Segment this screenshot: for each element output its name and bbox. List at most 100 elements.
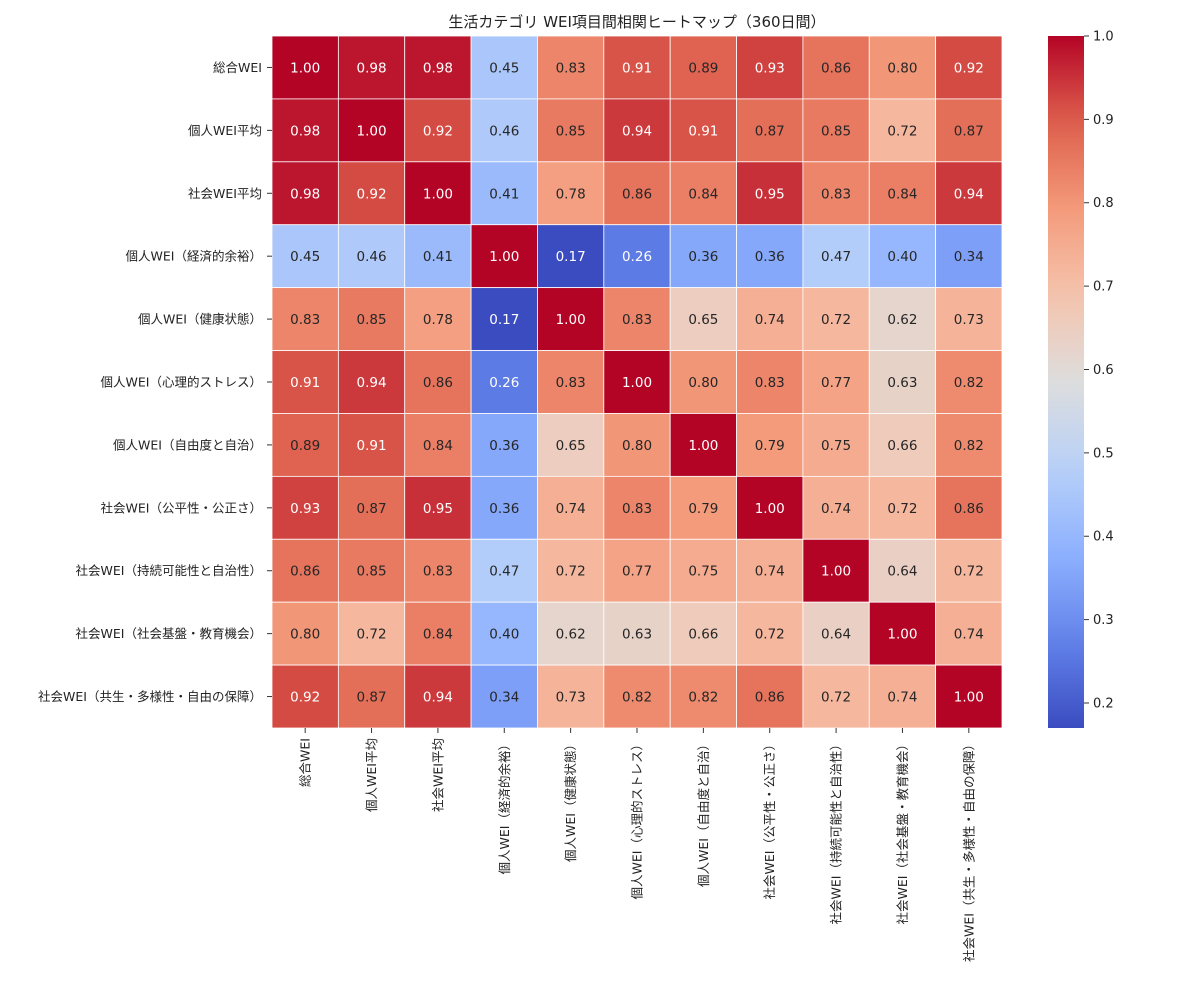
heatmap-cell (537, 601, 605, 666)
heatmap-cell (271, 601, 339, 666)
heatmap-cell (802, 601, 870, 666)
heatmap-cell-label: 0.74 (755, 312, 785, 328)
heatmap-cell-label: 0.34 (954, 249, 984, 265)
heatmap-cell (337, 287, 406, 351)
heatmap-cell-label: 1.00 (887, 627, 917, 643)
heatmap-cell-label: 1.00 (954, 690, 984, 706)
heatmap-cell (337, 475, 406, 540)
heatmap-cell (537, 35, 605, 100)
colorbar: 0.2 0.3 0.4 0.5 0.6 0.7 0.8 0.9 1.0 (1048, 30, 1114, 728)
heatmap-cell (868, 538, 937, 603)
heatmap-cell (537, 161, 605, 226)
heatmap-cell-label: 0.17 (489, 312, 519, 328)
heatmap-cell (868, 35, 937, 100)
heatmap-cell (337, 35, 406, 100)
heatmap-cell (271, 475, 339, 540)
heatmap-cell-label: 0.83 (622, 501, 652, 517)
heatmap-cell-label: 1.00 (357, 123, 387, 139)
heatmap-cell (802, 350, 870, 414)
heatmap-cell (603, 475, 671, 540)
heatmap-cell-label: 0.85 (357, 312, 387, 328)
heatmap-cell-label: 0.47 (489, 564, 519, 580)
heatmap-cell-label: 0.87 (357, 690, 387, 706)
heatmap-cell (404, 413, 472, 477)
heatmap-cell-label: 0.72 (556, 564, 586, 580)
x-tick-label: 個人WEI（健康状態） (563, 738, 578, 862)
heatmap-cell (802, 413, 870, 477)
heatmap-cell (935, 98, 1003, 163)
heatmap-cell-label: 0.40 (489, 627, 519, 643)
heatmap-cell (669, 161, 737, 226)
heatmap-cell-label: 0.79 (755, 438, 785, 454)
heatmap-cell-label: 0.46 (357, 249, 387, 265)
heatmap-cell (935, 601, 1003, 666)
heatmap-cell-label: 0.80 (887, 60, 917, 76)
heatmap-cell (603, 664, 671, 729)
x-tick-label: 社会WEI（社会基盤・教育機会） (895, 738, 910, 924)
heatmap-cell (603, 350, 671, 414)
heatmap-cell-label: 0.17 (556, 249, 586, 265)
heatmap-cell (669, 287, 737, 351)
heatmap-cell (603, 413, 671, 477)
heatmap-cell-label: 0.40 (887, 249, 917, 265)
heatmap-cell (736, 98, 804, 163)
heatmap-cell (337, 413, 406, 477)
heatmap-cell-label: 0.98 (423, 60, 453, 76)
heatmap-cell (802, 98, 870, 163)
colorbar-tick-label: 0.6 (1093, 363, 1114, 378)
x-tick-label: 個人WEI（経済的余裕） (497, 738, 512, 874)
heatmap-cell-label: 0.87 (954, 123, 984, 139)
y-tick-label: 個人WEI（心理的ストレス） (101, 375, 262, 390)
heatmap-cell-label: 1.00 (821, 564, 851, 580)
heatmap-cell (470, 287, 538, 351)
heatmap-cell-label: 1.00 (556, 312, 586, 328)
heatmap-cell-label: 0.92 (357, 186, 387, 202)
heatmap-cell (271, 98, 339, 163)
heatmap-cell-label: 0.45 (290, 249, 320, 265)
heatmap-cell (868, 98, 937, 163)
colorbar-tick-label: 0.8 (1093, 196, 1114, 211)
heatmap-cell (404, 98, 472, 163)
heatmap-cell-label: 0.74 (887, 690, 917, 706)
heatmap-cell (537, 224, 605, 289)
heatmap-cell-label: 1.00 (688, 438, 718, 454)
heatmap-cell (736, 538, 804, 603)
heatmap-cell-label: 0.80 (622, 438, 652, 454)
heatmap-cells (271, 35, 1003, 729)
y-tick-label: 個人WEI（経済的余裕） (126, 249, 262, 264)
colorbar-tick-label: 0.2 (1093, 696, 1114, 711)
heatmap-cell (603, 287, 671, 351)
heatmap-cell (736, 35, 804, 100)
heatmap-cell (470, 35, 538, 100)
heatmap-cell-label: 0.36 (489, 501, 519, 517)
heatmap-cell-label: 0.91 (357, 438, 387, 454)
heatmap-cell (669, 224, 737, 289)
colorbar-tick-label: 1.0 (1093, 30, 1114, 45)
heatmap-cell (404, 664, 472, 729)
heatmap-cell (802, 224, 870, 289)
heatmap-cell-label: 0.93 (290, 501, 320, 517)
heatmap-cell-label: 0.80 (688, 375, 718, 391)
heatmap-cell-label: 0.75 (821, 438, 851, 454)
heatmap-cell-label: 0.89 (290, 438, 320, 454)
heatmap-cell (802, 161, 870, 226)
heatmap-cell-label: 0.62 (887, 312, 917, 328)
x-axis: 総合WEI 個人WEI平均 社会WEI平均 個人WEI（経済的余裕） 個人WEI（健康状… (298, 728, 976, 962)
heatmap-cell-label: 0.72 (821, 312, 851, 328)
heatmap-cell-label: 0.85 (357, 564, 387, 580)
heatmap-cell-label: 0.74 (954, 627, 984, 643)
heatmap-cell-label: 0.86 (954, 501, 984, 517)
x-tick-label: 社会WEI（持続可能性と自治性） (829, 738, 844, 924)
heatmap-cell-label: 0.72 (755, 627, 785, 643)
heatmap-cell (868, 475, 937, 540)
heatmap-cell (669, 98, 737, 163)
heatmap-cell (935, 161, 1003, 226)
colorbar-tick-label: 0.7 (1093, 280, 1114, 295)
heatmap-cell (603, 224, 671, 289)
heatmap-cell-label: 1.00 (755, 501, 785, 517)
heatmap-cell (736, 601, 804, 666)
heatmap-cell (935, 287, 1003, 351)
heatmap-cell (404, 601, 472, 666)
heatmap-cell-label: 0.78 (423, 312, 453, 328)
